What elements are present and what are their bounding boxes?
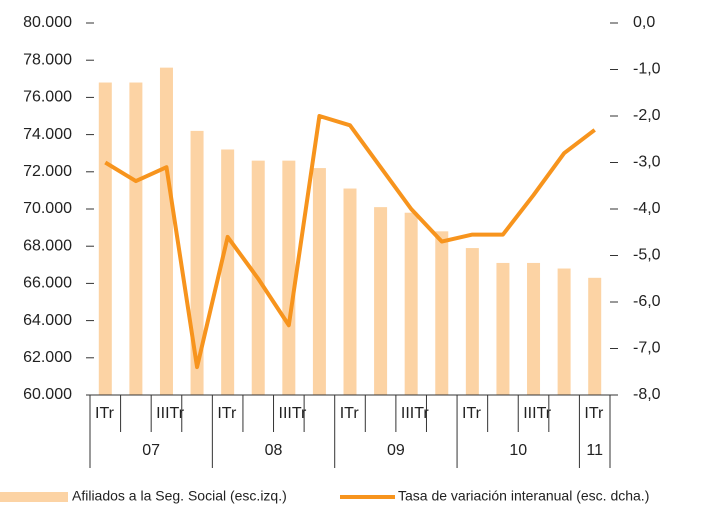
y-tick-label: 72.000: [23, 163, 72, 180]
bar: [98, 82, 112, 396]
legend-label: Tasa de variación interanual (esc. dcha.…: [398, 488, 649, 504]
bar: [465, 248, 479, 395]
line: [104, 114, 596, 370]
y2-tick-label: -5,0: [633, 247, 661, 264]
y2-tick-label: -3,0: [633, 154, 661, 171]
y2-tick-label: -2,0: [633, 107, 661, 124]
x-tick-label: ITr: [462, 405, 482, 422]
x-tick-label: IIITr: [156, 405, 185, 422]
y2-tick-label: -6,0: [633, 293, 661, 310]
bar: [282, 160, 296, 395]
bar: [588, 277, 602, 395]
bar: [374, 207, 388, 395]
bar: [435, 231, 449, 395]
y2-tick-label: -8,0: [633, 386, 661, 403]
x-group-label: 10: [509, 442, 527, 459]
y2-tick-label: -1,0: [633, 61, 661, 78]
y2-tick-label: -4,0: [633, 200, 661, 217]
bar: [312, 168, 326, 395]
x-tick-label: ITr: [95, 405, 115, 422]
y-tick-label: 66.000: [23, 275, 72, 292]
legend-label: Afiliados a la Seg. Social (esc.izq.): [72, 488, 287, 504]
y-tick-label: 64.000: [23, 312, 72, 329]
y-tick-label: 78.000: [23, 51, 72, 68]
x-tick-label: ITr: [217, 405, 237, 422]
bar: [527, 262, 541, 395]
x-tick-label: ITr: [340, 405, 360, 422]
bar: [159, 67, 173, 395]
y-tick-label: 62.000: [23, 349, 72, 366]
bar: [557, 268, 571, 395]
x-tick-label: IIITr: [401, 405, 430, 422]
bar: [190, 130, 204, 395]
y-tick-label: 80.000: [23, 14, 72, 31]
x-group-label: 11: [586, 442, 603, 459]
y-tick-label: 74.000: [23, 126, 72, 143]
x-tick-label: ITr: [584, 405, 604, 422]
bar: [343, 188, 357, 395]
bar: [221, 149, 235, 395]
x-tick-label: IIITr: [523, 405, 552, 422]
bar: [496, 262, 510, 395]
y2-tick-label: 0,0: [633, 14, 655, 31]
x-tick-label: IIITr: [279, 405, 308, 422]
bar: [404, 212, 418, 395]
y-tick-label: 76.000: [23, 89, 72, 106]
y-tick-label: 70.000: [23, 200, 72, 217]
y-tick-label: 68.000: [23, 237, 72, 254]
x-group-label: 09: [387, 442, 405, 459]
bar: [129, 82, 143, 396]
y2-tick-label: -7,0: [633, 340, 661, 357]
x-group-label: 07: [142, 442, 160, 459]
y-tick-label: 60.000: [23, 386, 72, 403]
x-group-label: 08: [265, 442, 283, 459]
legend-swatch: [0, 492, 68, 502]
